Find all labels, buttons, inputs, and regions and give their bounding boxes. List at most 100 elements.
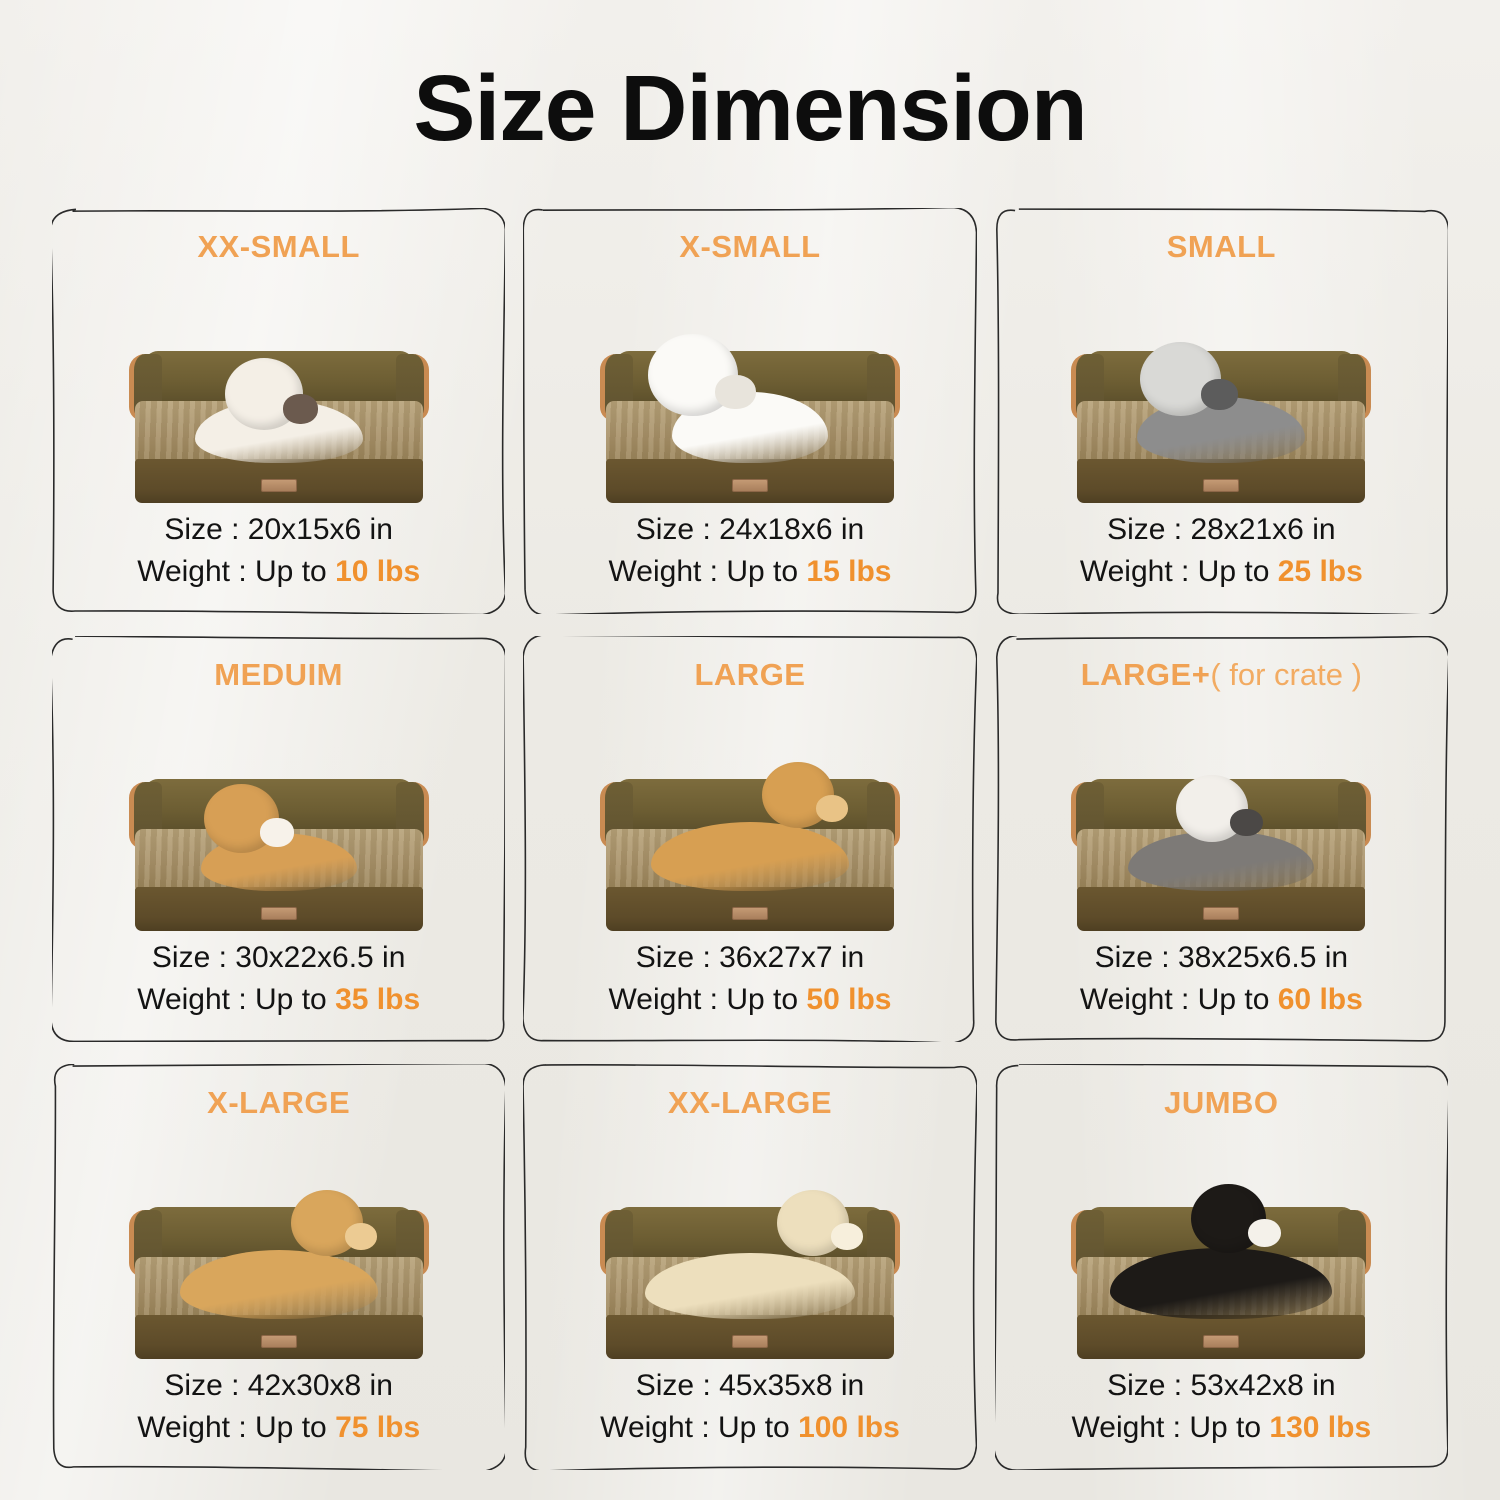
size-label-main: JUMBO xyxy=(1164,1085,1279,1120)
weight-spec-prefix: Weight : Up to xyxy=(608,983,799,1017)
size-label: JUMBO xyxy=(1164,1085,1279,1120)
size-card[interactable]: XX-SMALL Size : 20x15x6 in Weight : Up to … xyxy=(52,208,506,614)
size-spec-line: Size : 42x30x8 in xyxy=(164,1368,393,1402)
weight-spec-prefix: Weight : Up to xyxy=(608,555,799,589)
spec-block: Size : 24x18x6 in Weight : Up to 15 lbs xyxy=(537,509,962,600)
size-spec-line: Size : 36x27x7 in xyxy=(635,940,865,974)
size-card[interactable]: MEDUIM Size : 30x22x6.5 in Weight : Up to … xyxy=(52,636,506,1042)
bed-image-area xyxy=(66,1120,491,1365)
weight-spec-prefix: Weight : Up to xyxy=(137,1411,327,1445)
size-card[interactable]: LARGE+( for crate ) Size : 38x25x6.5 in We… xyxy=(994,636,1448,1042)
size-spec-line: Size : 45x35x8 in xyxy=(635,1368,865,1402)
size-label: LARGE xyxy=(694,657,806,692)
pet-bed-illustration xyxy=(128,1189,429,1359)
pet-snout xyxy=(283,394,319,424)
bed-logo-patch xyxy=(1203,1334,1240,1349)
size-label: XX-LARGE xyxy=(668,1085,832,1120)
size-spec-line: Size : 20x15x6 in xyxy=(164,512,393,546)
pet-snout xyxy=(715,375,756,410)
size-spec-line: Size : 38x25x6.5 in xyxy=(1094,940,1349,974)
weight-spec-line: Weight : Up to 130 lbs xyxy=(1009,1407,1434,1450)
bed-logo-patch xyxy=(260,906,297,921)
pet-bed-illustration xyxy=(1071,341,1372,503)
pet-snout xyxy=(1247,1218,1282,1248)
spec-block: Size : 42x30x8 in Weight : Up to 75 lbs xyxy=(66,1365,491,1456)
size-spec-line: Size : 30x22x6.5 in xyxy=(151,940,406,974)
bed-logo-patch xyxy=(260,1334,297,1349)
pet-snout xyxy=(816,794,849,823)
size-label-main: LARGE xyxy=(694,657,806,692)
weight-spec-line: Weight : Up to 75 lbs xyxy=(66,1407,491,1450)
size-label-main: MEDUIM xyxy=(214,657,344,692)
pet-snout xyxy=(1201,379,1238,410)
pet-snout xyxy=(259,818,294,847)
bed-logo-patch xyxy=(731,478,768,493)
bed-image-area xyxy=(537,1120,962,1365)
size-spec-line: Size : 28x21x6 in xyxy=(1107,512,1336,546)
bed-image-area xyxy=(66,692,491,937)
pet-bed-illustration xyxy=(1071,775,1372,931)
bed-logo-patch xyxy=(731,906,768,921)
size-label-main: X-LARGE xyxy=(207,1085,351,1120)
size-spec-line: Size : 24x18x6 in xyxy=(635,512,865,546)
weight-spec-line: Weight : Up to 15 lbs xyxy=(537,551,962,594)
size-label-sublabel: ( for crate ) xyxy=(1210,657,1362,692)
pet-bed-illustration xyxy=(128,778,429,931)
weight-value: 100 lbs xyxy=(798,1411,900,1445)
spec-block: Size : 36x27x7 in Weight : Up to 50 lbs xyxy=(537,937,962,1028)
size-card-grid: XX-SMALL Size : 20x15x6 in Weight : Up to … xyxy=(52,208,1448,1470)
pet-snout xyxy=(344,1222,378,1251)
bed-image-area xyxy=(537,264,962,509)
spec-block: Size : 20x15x6 in Weight : Up to 10 lbs xyxy=(66,509,491,600)
weight-value: 130 lbs xyxy=(1269,1411,1372,1445)
weight-value: 75 lbs xyxy=(335,1411,421,1445)
weight-value: 35 lbs xyxy=(335,983,421,1017)
pet-bed-illustration xyxy=(599,761,900,931)
pet-bed-illustration xyxy=(128,350,429,503)
size-label: XX-SMALL xyxy=(197,229,360,264)
weight-spec-line: Weight : Up to 25 lbs xyxy=(1009,551,1434,594)
weight-spec-prefix: Weight : Up to xyxy=(1079,555,1270,589)
size-label-main: X-SMALL xyxy=(679,229,821,264)
spec-block: Size : 45x35x8 in Weight : Up to 100 lbs xyxy=(537,1365,962,1456)
bed-image-area xyxy=(66,264,491,509)
weight-value: 50 lbs xyxy=(806,983,892,1017)
size-label-main: LARGE+ xyxy=(1080,657,1211,692)
weight-spec-prefix: Weight : Up to xyxy=(1071,1411,1262,1445)
bed-image-area xyxy=(1009,692,1434,937)
pet-bed-illustration xyxy=(1071,1184,1372,1359)
pet-bed-illustration xyxy=(599,333,900,503)
weight-spec-prefix: Weight : Up to xyxy=(137,555,327,589)
weight-spec-line: Weight : Up to 10 lbs xyxy=(66,551,491,594)
size-label: X-LARGE xyxy=(207,1085,351,1120)
size-card[interactable]: X-SMALL Size : 24x18x6 in Weight : Up to 1… xyxy=(523,208,977,614)
weight-value: 10 lbs xyxy=(335,555,421,589)
pet-snout xyxy=(830,1222,864,1251)
bed-logo-patch xyxy=(1203,906,1240,921)
bed-image-area xyxy=(537,692,962,937)
size-label-main: SMALL xyxy=(1166,229,1276,264)
size-label: X-SMALL xyxy=(679,229,821,264)
size-card[interactable]: XX-LARGE Size : 45x35x8 in Weight : Up to … xyxy=(523,1064,977,1470)
weight-spec-line: Weight : Up to 50 lbs xyxy=(537,979,962,1022)
weight-value: 60 lbs xyxy=(1277,983,1363,1017)
weight-spec-line: Weight : Up to 35 lbs xyxy=(66,979,491,1022)
bed-logo-patch xyxy=(1203,478,1240,493)
spec-block: Size : 53x42x8 in Weight : Up to 130 lbs xyxy=(1009,1365,1434,1456)
spec-block: Size : 38x25x6.5 in Weight : Up to 60 lbs xyxy=(1009,937,1434,1028)
size-label: SMALL xyxy=(1166,229,1276,264)
weight-spec-line: Weight : Up to 60 lbs xyxy=(1009,979,1434,1022)
spec-block: Size : 30x22x6.5 in Weight : Up to 35 lbs xyxy=(66,937,491,1028)
size-card[interactable]: X-LARGE Size : 42x30x8 in Weight : Up to 7… xyxy=(52,1064,506,1470)
size-card[interactable]: SMALL Size : 28x21x6 in Weight : Up to 25 … xyxy=(995,208,1448,614)
weight-spec-prefix: Weight : Up to xyxy=(1079,983,1270,1017)
weight-spec-prefix: Weight : Up to xyxy=(137,983,327,1017)
size-card[interactable]: LARGE Size : 36x27x7 in Weight : Up to 50 … xyxy=(523,636,977,1042)
weight-value: 25 lbs xyxy=(1277,555,1363,589)
size-card[interactable]: JUMBO Size : 53x42x8 in Weight : Up to 130… xyxy=(994,1064,1448,1470)
size-label-main: XX-SMALL xyxy=(197,229,360,264)
page-title: Size Dimension xyxy=(413,56,1087,160)
bed-image-area xyxy=(1009,1120,1434,1365)
pet-bed-illustration xyxy=(599,1189,900,1359)
